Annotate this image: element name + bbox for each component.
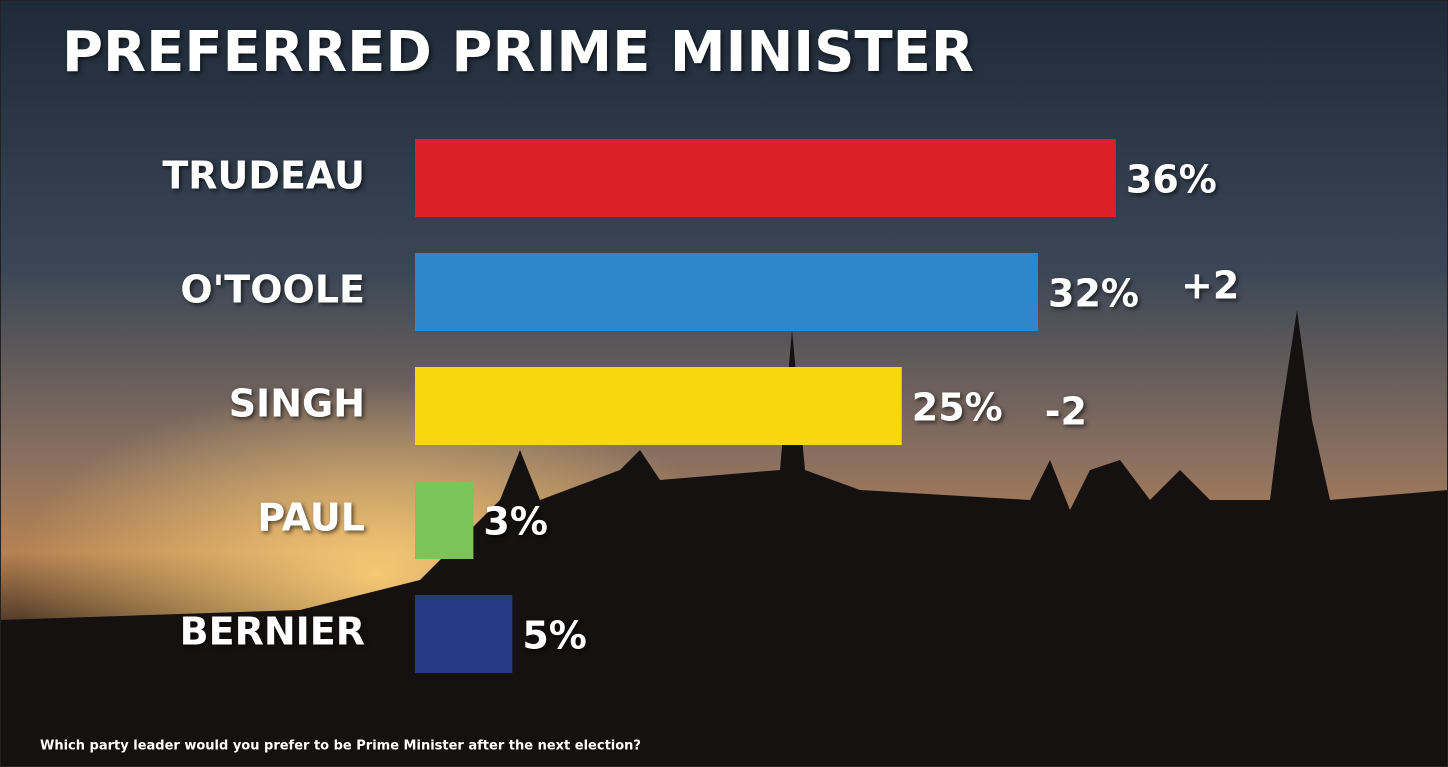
value-label: 3% [483,500,548,544]
category-label: O'TOOLE [180,268,365,312]
bar [415,481,474,559]
category-label: SINGH [229,382,365,426]
bar [415,139,1116,217]
value-label: 36% [1126,158,1217,202]
category-label: BERNIER [180,610,365,654]
change-label: -2 [1045,390,1087,434]
change-label: +2 [1181,264,1239,308]
category-label: TRUDEAU [162,154,365,198]
bar [415,253,1039,331]
bar [415,367,902,445]
chart-title: PREFERRED PRIME MINISTER [62,20,974,85]
skyline-silhouette [0,310,1448,767]
footnote: Which party leader would you prefer to b… [40,739,641,754]
value-label: 5% [522,614,587,658]
value-label: 25% [912,386,1003,430]
value-label: 32% [1048,272,1139,316]
category-label: PAUL [257,496,365,540]
bar [415,595,513,673]
